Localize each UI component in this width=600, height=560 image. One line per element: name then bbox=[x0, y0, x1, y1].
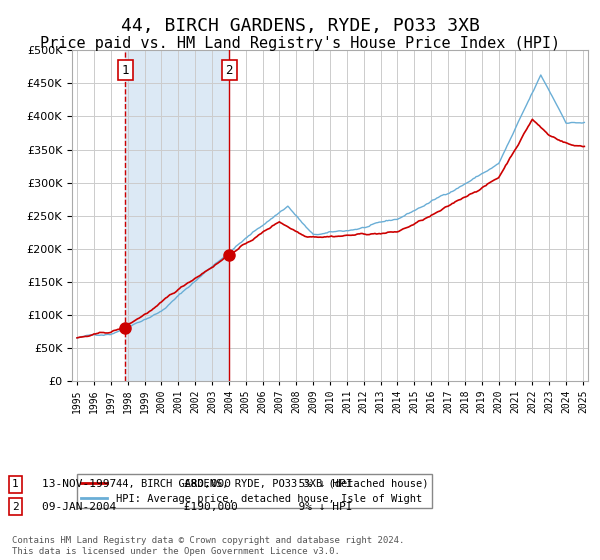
Legend: 44, BIRCH GARDENS, RYDE, PO33 3XB (detached house), HPI: Average price, detached: 44, BIRCH GARDENS, RYDE, PO33 3XB (detac… bbox=[77, 474, 433, 508]
Bar bbox=[125, 50, 229, 381]
Text: 44, BIRCH GARDENS, RYDE, PO33 3XB: 44, BIRCH GARDENS, RYDE, PO33 3XB bbox=[121, 17, 479, 35]
Text: 09-JAN-2004          £190,000         9% ↓ HPI: 09-JAN-2004 £190,000 9% ↓ HPI bbox=[42, 502, 353, 512]
Text: Contains HM Land Registry data © Crown copyright and database right 2024.
This d: Contains HM Land Registry data © Crown c… bbox=[12, 536, 404, 556]
Text: 2: 2 bbox=[226, 64, 233, 77]
Text: 2: 2 bbox=[12, 502, 19, 512]
Text: 13-NOV-1997          £80,000          5% ↓ HPI: 13-NOV-1997 £80,000 5% ↓ HPI bbox=[42, 479, 353, 489]
Text: 1: 1 bbox=[122, 64, 129, 77]
Text: 1: 1 bbox=[12, 479, 19, 489]
Text: Price paid vs. HM Land Registry's House Price Index (HPI): Price paid vs. HM Land Registry's House … bbox=[40, 36, 560, 52]
